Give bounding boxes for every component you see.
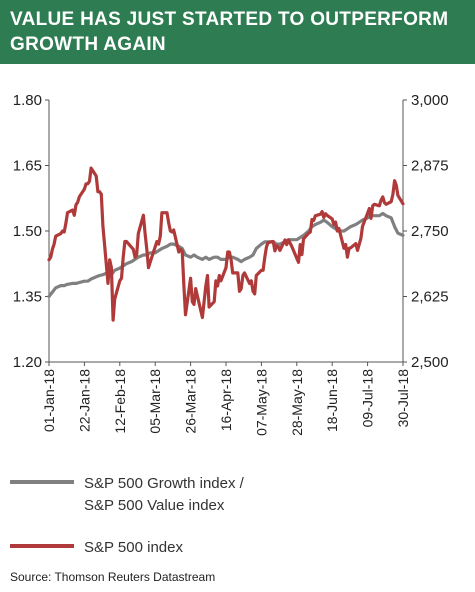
x-tick-label: 28-May-18 [289,369,305,436]
legend-label-ratio-line-2: S&P 500 Value index [84,497,225,514]
right-y-tick-label: 3,000 [411,92,449,109]
x-tick-label: 07-May-18 [253,369,269,436]
legend-swatch-ratio [10,480,74,484]
left-y-tick-label: 1.20 [13,354,42,371]
x-tick-label: 12-Feb-18 [112,369,128,434]
right-y-tick-label: 2,750 [411,223,449,240]
index-series-line [47,166,405,322]
right-y-tick-label: 2,875 [411,158,449,175]
title-banner: VALUE HAS JUST STARTED TO OUTPERFORM GRO… [0,0,475,64]
chart-title-line-2: GROWTH AGAIN [10,34,166,55]
x-tick-label: 05-Mar-18 [147,369,163,434]
left-y-tick-label: 1.65 [13,158,42,175]
legend-item-index: S&P 500 index [10,537,183,559]
right-y-tick-label: 2,500 [411,354,449,371]
x-tick-label: 30-Jul-18 [395,369,411,428]
legend-item-ratio: S&P 500 Growth index / S&P 500 Value ind… [10,473,244,517]
x-tick-label: 26-Mar-18 [183,369,199,434]
x-tick-label: 16-Apr-18 [218,369,234,431]
legend-swatch-index [10,544,74,548]
legend-label-ratio-line-1: S&P 500 Growth index / [84,475,244,492]
left-y-tick-label: 1.50 [13,223,42,240]
source-note: Source: Thomson Reuters Datastream [10,570,216,584]
chart-title-line-1: VALUE HAS JUST STARTED TO OUTPERFORM [10,9,449,30]
line-chart: 1.20 1.35 1.50 1.65 1.80 2,500 2,625 2,750 2,875… [13,92,449,436]
x-tick-label: 18-Jun-18 [324,369,340,432]
x-tick-label: 01-Jan-18 [41,369,57,432]
right-y-tick-label: 2,625 [411,289,449,306]
x-tick-label: 09-Jul-18 [360,369,376,428]
left-y-tick-label: 1.80 [13,92,42,109]
legend-label-index: S&P 500 index [84,539,183,556]
left-y-tick-label: 1.35 [13,289,42,306]
x-tick-label: 22-Jan-18 [76,369,92,432]
